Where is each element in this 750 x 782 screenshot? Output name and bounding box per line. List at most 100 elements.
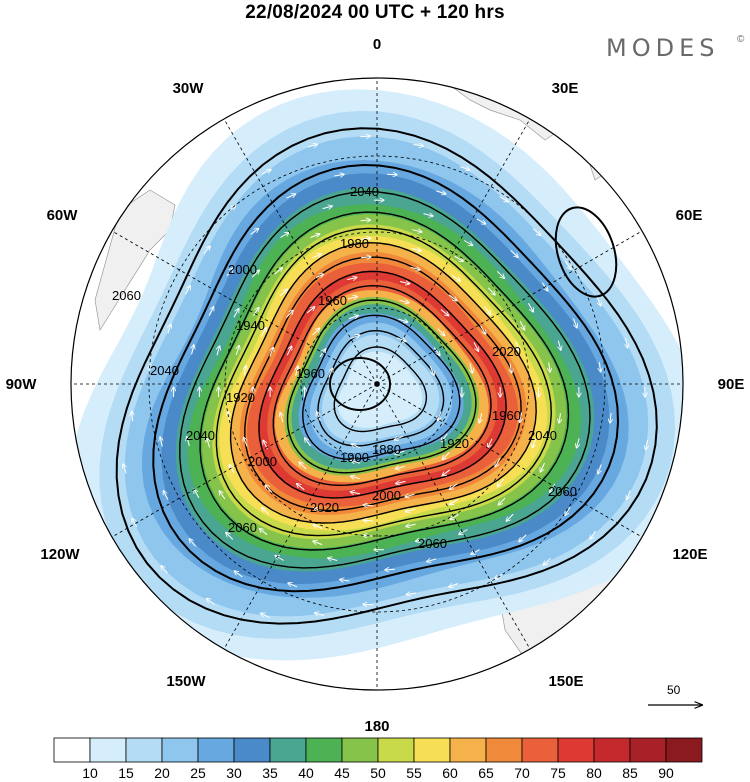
wind-vector <box>347 277 357 279</box>
wind-vector <box>307 144 318 147</box>
wind-vector <box>360 220 371 221</box>
wind-vector <box>510 250 518 258</box>
wind-vector <box>415 539 426 542</box>
wind-vector <box>207 438 210 448</box>
contour-label: 1900 <box>340 450 369 465</box>
wind-vector <box>280 412 283 423</box>
wind-vector <box>479 413 482 423</box>
wind-vector <box>533 228 540 236</box>
wind-vector <box>192 345 194 355</box>
wind-vector <box>495 458 501 467</box>
wind-reference-label: 50 <box>667 683 681 697</box>
contour-label: 2060 <box>418 536 447 551</box>
colorbar-swatch <box>233 737 271 763</box>
wind-vector <box>123 464 126 474</box>
wind-vector <box>599 362 600 372</box>
wind-vector <box>229 464 235 474</box>
wind-vector <box>226 532 234 540</box>
contour-label: 2020 <box>310 500 339 515</box>
wind-vector <box>317 412 321 421</box>
wind-vector <box>348 316 359 319</box>
lon-label-0: 0 <box>373 36 381 53</box>
longitude-labels: 0 30E 60E 90E 120E 150E 180 150W 120W 90… <box>6 36 745 735</box>
colorbar-swatch <box>89 737 127 763</box>
colorbar-tick-label: 60 <box>442 765 458 781</box>
wind-vector <box>351 444 361 449</box>
contour-label: 2040 <box>186 428 215 443</box>
wind-vector <box>328 558 338 561</box>
colorbar-swatch <box>161 737 199 763</box>
wind-vector <box>564 261 571 269</box>
wind-vector <box>459 529 468 535</box>
meridian-line <box>221 115 378 385</box>
wind-vector <box>440 309 449 316</box>
wind-vector <box>413 145 423 147</box>
wind-vector <box>471 549 480 555</box>
colorbar-tick-label: 90 <box>658 765 674 781</box>
wind-vector <box>396 481 406 483</box>
wind-vector <box>312 254 321 259</box>
wind-vector <box>499 196 509 202</box>
wind-reference: 50 <box>648 683 702 705</box>
brand-logo: MODES <box>606 34 720 62</box>
wind-vector <box>363 520 373 521</box>
wind-vector <box>261 170 271 175</box>
contour-line <box>199 211 570 551</box>
wind-vector <box>442 469 451 476</box>
wind-vector <box>449 584 459 587</box>
wind-vector <box>497 478 504 487</box>
colorbar-swatch <box>521 737 559 763</box>
colorbar-swatch <box>485 737 523 763</box>
wind-vector <box>351 460 361 463</box>
colorbar-tick-label: 10 <box>82 765 98 781</box>
wind-vector <box>540 462 545 472</box>
wind-vector <box>185 286 191 295</box>
wind-vector <box>299 462 307 470</box>
colorbar-swatch <box>125 737 163 763</box>
colorbar-swatch <box>197 737 235 763</box>
contour-label: 1940 <box>236 318 265 333</box>
wind-vector <box>322 206 333 209</box>
wind-vector <box>259 529 268 536</box>
wind-vector <box>260 328 266 337</box>
contour-line <box>333 346 428 433</box>
wind-vector <box>360 257 371 258</box>
contour-label: 1960 <box>296 366 325 381</box>
contour-label: 2060 <box>548 484 577 499</box>
contour-label: 2000 <box>248 454 277 469</box>
colorbar-swatch <box>269 737 307 763</box>
wind-vector <box>410 267 421 270</box>
colorbar-swatch <box>53 737 91 763</box>
wind-vector <box>405 509 416 511</box>
wind-vector <box>160 437 162 447</box>
wind-vector <box>161 566 168 574</box>
map-title: 22/08/2024 00 UTC + 120 hrs <box>245 2 505 23</box>
meridian-line <box>108 383 378 540</box>
lon-label-30e: 30E <box>552 80 579 97</box>
wind-vector <box>559 413 561 423</box>
contour-label: 2060 <box>228 520 257 535</box>
contour-labels: 2040 1980 2000 1960 1940 2060 2040 1920 … <box>112 184 577 551</box>
wind-vector <box>487 287 495 295</box>
graticule <box>71 78 683 690</box>
wind-vector <box>565 506 571 515</box>
wind-vector <box>226 268 234 277</box>
wind-vector <box>423 214 434 217</box>
wind-vector <box>532 438 535 448</box>
wind-vector <box>250 228 259 235</box>
wind-vector <box>334 174 344 176</box>
wind-vector <box>429 366 434 375</box>
wind-vector <box>516 341 519 351</box>
contour-line <box>317 329 445 447</box>
lon-label-120w: 120W <box>40 546 80 563</box>
wind-vector <box>550 483 556 493</box>
wind-vector <box>436 191 446 194</box>
wind-vector <box>394 435 404 440</box>
colorbar-tick-label: 75 <box>550 765 566 781</box>
wind-vector <box>234 571 243 578</box>
wind-vector <box>163 491 169 500</box>
contour-line <box>115 127 658 625</box>
wind-vector <box>313 525 323 529</box>
wind-vector <box>596 296 601 306</box>
colorbar-tick-label: 35 <box>262 765 278 781</box>
